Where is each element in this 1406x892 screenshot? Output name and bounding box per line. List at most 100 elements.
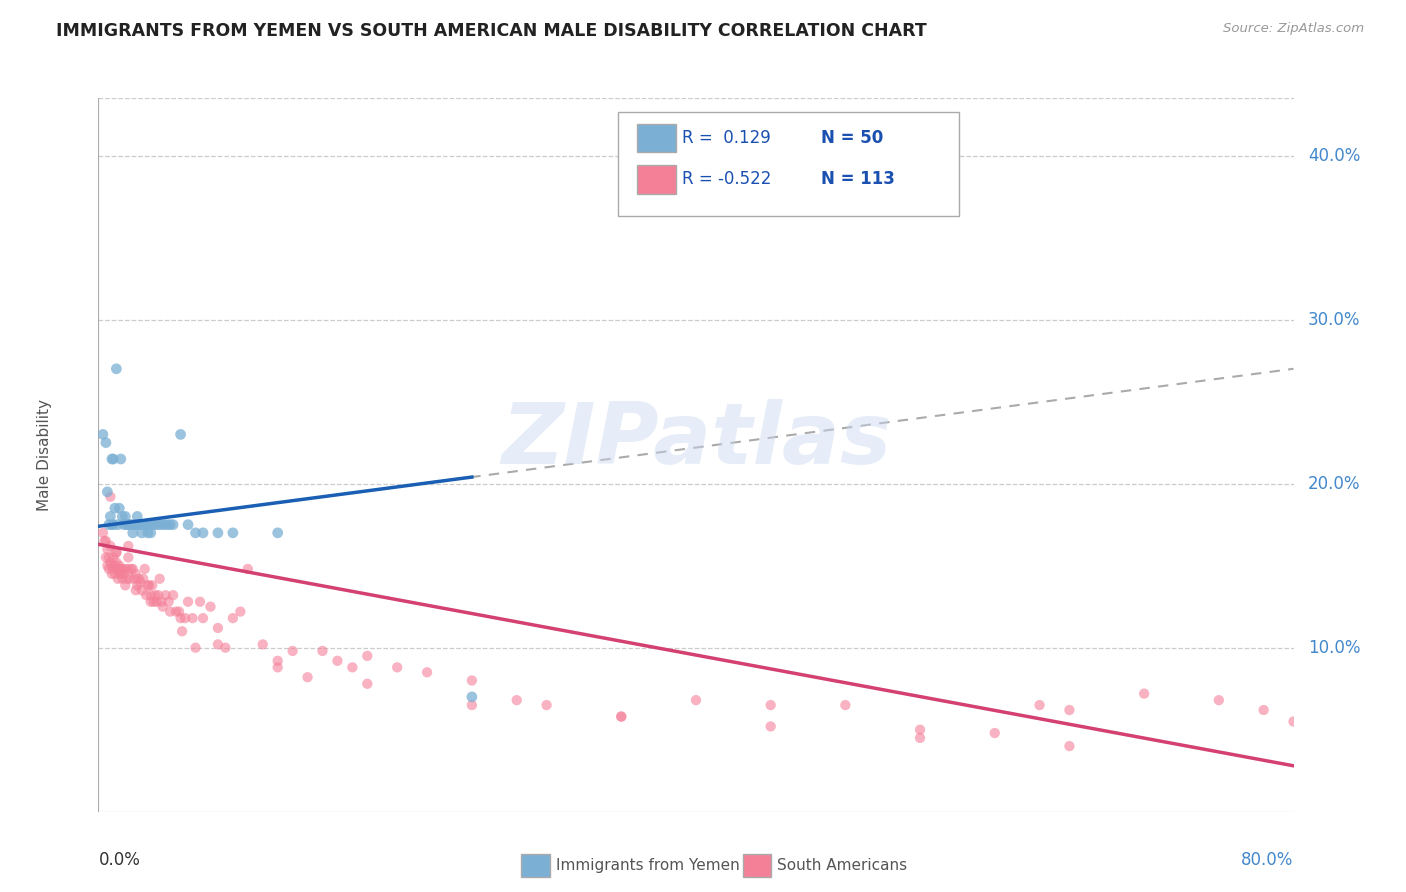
Point bbox=[103, 452, 125, 467]
Point bbox=[132, 517, 155, 532]
Point bbox=[108, 566, 131, 581]
Point bbox=[134, 517, 156, 532]
Text: 20.0%: 20.0% bbox=[1308, 475, 1361, 492]
Point bbox=[114, 562, 136, 576]
Text: Male Disability: Male Disability bbox=[37, 399, 52, 511]
Point bbox=[110, 566, 132, 581]
Point bbox=[103, 517, 125, 532]
Point bbox=[125, 517, 148, 532]
Point bbox=[188, 595, 211, 609]
Point bbox=[121, 525, 143, 540]
FancyBboxPatch shape bbox=[637, 165, 676, 194]
Point bbox=[141, 517, 163, 532]
Point bbox=[150, 595, 173, 609]
Point bbox=[118, 517, 141, 532]
Point bbox=[112, 517, 135, 532]
Point bbox=[184, 640, 207, 655]
FancyBboxPatch shape bbox=[619, 112, 959, 216]
Point bbox=[461, 690, 484, 704]
Point bbox=[834, 698, 856, 712]
Point bbox=[111, 509, 134, 524]
Point bbox=[139, 588, 162, 602]
Point bbox=[105, 545, 128, 559]
Point bbox=[148, 588, 170, 602]
Text: N = 113: N = 113 bbox=[821, 170, 896, 188]
Point bbox=[150, 517, 173, 532]
Point bbox=[94, 550, 117, 565]
Point bbox=[96, 484, 118, 499]
Point bbox=[1253, 703, 1275, 717]
Text: Source: ZipAtlas.com: Source: ZipAtlas.com bbox=[1223, 22, 1364, 36]
Point bbox=[207, 525, 229, 540]
Point bbox=[97, 562, 120, 576]
Point bbox=[124, 572, 146, 586]
Point bbox=[145, 595, 167, 609]
Point bbox=[685, 693, 707, 707]
Point bbox=[267, 660, 290, 674]
Point bbox=[143, 588, 166, 602]
Point bbox=[97, 550, 120, 565]
Point bbox=[214, 640, 236, 655]
Point bbox=[416, 665, 439, 680]
Point bbox=[152, 599, 174, 614]
Point bbox=[311, 644, 333, 658]
Point bbox=[759, 719, 782, 733]
Text: 0.0%: 0.0% bbox=[98, 851, 141, 869]
Point bbox=[461, 698, 484, 712]
Point bbox=[356, 677, 378, 691]
Point bbox=[207, 637, 229, 651]
Point bbox=[1282, 714, 1305, 729]
Point bbox=[506, 693, 529, 707]
Point bbox=[356, 648, 378, 663]
Point bbox=[229, 605, 252, 619]
Point bbox=[184, 525, 207, 540]
Point bbox=[236, 562, 259, 576]
Point bbox=[117, 539, 139, 553]
Point bbox=[610, 709, 633, 723]
Point bbox=[112, 566, 135, 581]
Point bbox=[177, 517, 200, 532]
Text: 40.0%: 40.0% bbox=[1308, 146, 1360, 164]
Point bbox=[191, 611, 214, 625]
Point bbox=[115, 517, 138, 532]
Point bbox=[1133, 687, 1156, 701]
Point bbox=[114, 509, 136, 524]
Point bbox=[101, 452, 124, 467]
Point bbox=[103, 550, 125, 565]
Point bbox=[107, 572, 129, 586]
Point bbox=[153, 517, 176, 532]
Point bbox=[162, 517, 184, 532]
Point bbox=[200, 599, 222, 614]
Point bbox=[121, 562, 143, 576]
Point bbox=[162, 588, 184, 602]
Point bbox=[908, 731, 931, 745]
Point bbox=[131, 525, 153, 540]
Point bbox=[136, 578, 159, 592]
Point bbox=[143, 517, 166, 532]
Text: ZIPatlas: ZIPatlas bbox=[501, 399, 891, 483]
Point bbox=[104, 566, 127, 581]
Point bbox=[104, 558, 127, 573]
Point bbox=[136, 525, 159, 540]
Point bbox=[108, 501, 131, 516]
Point bbox=[129, 575, 152, 590]
Point bbox=[908, 723, 931, 737]
Point bbox=[134, 562, 156, 576]
Point bbox=[107, 517, 129, 532]
Point bbox=[148, 517, 170, 532]
Point bbox=[117, 562, 139, 576]
Point bbox=[108, 558, 131, 573]
Point bbox=[117, 517, 139, 532]
Point bbox=[96, 542, 118, 557]
Point bbox=[156, 517, 179, 532]
FancyBboxPatch shape bbox=[742, 854, 772, 877]
Point bbox=[191, 525, 214, 540]
Point bbox=[165, 605, 187, 619]
Point bbox=[128, 572, 150, 586]
Point bbox=[104, 501, 127, 516]
Point bbox=[138, 517, 160, 532]
Point bbox=[142, 595, 165, 609]
Point bbox=[131, 583, 153, 598]
Point bbox=[207, 621, 229, 635]
Point bbox=[124, 517, 146, 532]
